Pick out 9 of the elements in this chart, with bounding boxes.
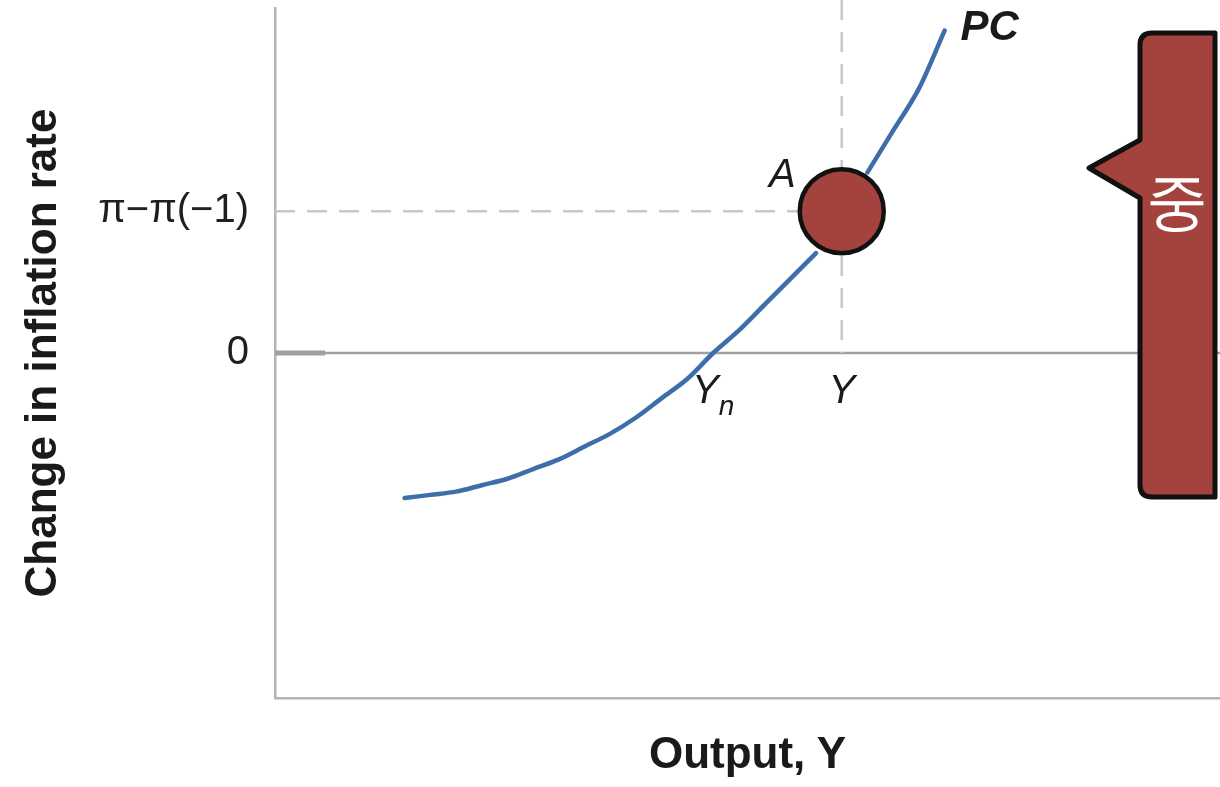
x-tick-label: Y$_{n}$ xyxy=(692,367,735,421)
x-tick-label: Y xyxy=(828,367,856,411)
ref-line-label: 0 xyxy=(226,328,249,373)
ref-line-label: π−π(−1) xyxy=(98,186,249,231)
series-label: PC xyxy=(960,2,1020,50)
text: Change in inflation rate xyxy=(16,108,66,598)
annotation: A xyxy=(767,151,796,196)
text: Output, Y xyxy=(648,728,847,778)
text: 중 xyxy=(1145,165,1209,238)
